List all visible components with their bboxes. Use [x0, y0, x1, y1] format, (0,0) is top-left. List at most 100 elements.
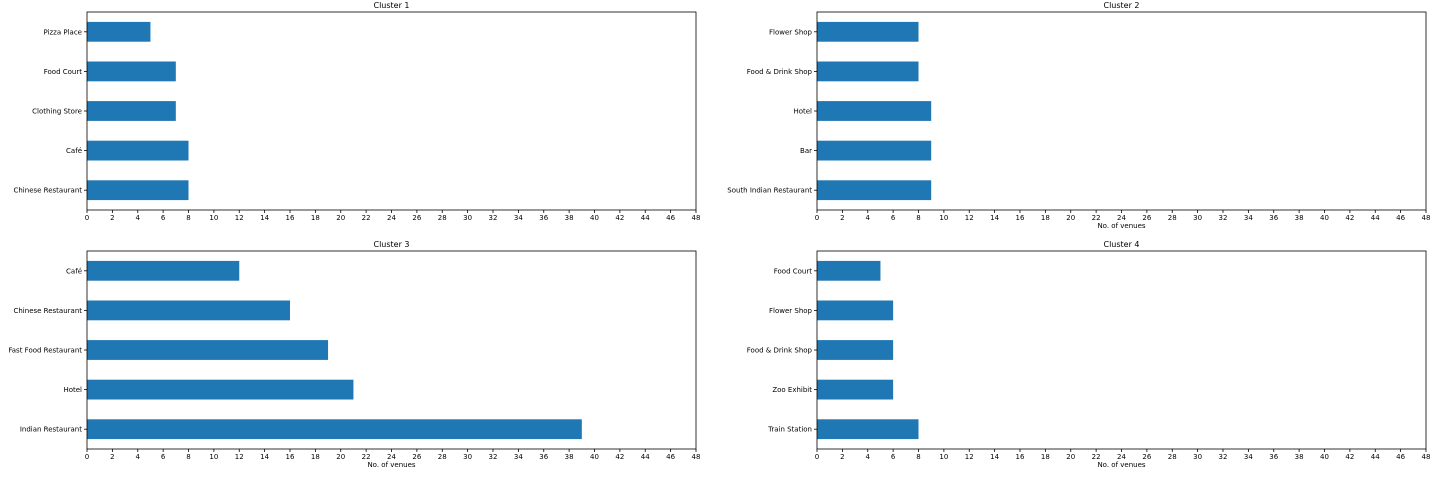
x-tick-label: 48	[692, 453, 701, 461]
y-tick-label: Food Court	[774, 267, 812, 275]
x-tick-label: 44	[641, 214, 650, 222]
y-tick-label: Chinese Restaurant	[13, 307, 82, 315]
x-tick-label: 16	[1016, 453, 1025, 461]
bar	[87, 101, 176, 121]
x-tick-label: 30	[463, 453, 472, 461]
y-tick-label: Café	[66, 147, 82, 155]
x-tick-label: 8	[186, 214, 190, 222]
x-tick-label: 46	[666, 214, 675, 222]
x-tick-label: 36	[539, 214, 548, 222]
x-tick-label: 32	[489, 214, 498, 222]
x-tick-label: 22	[1092, 453, 1101, 461]
y-tick-label: Clothing Store	[32, 108, 82, 116]
x-tick-label: 0	[85, 453, 89, 461]
x-tick-label: 10	[209, 214, 218, 222]
x-tick-label: 6	[161, 453, 166, 461]
x-tick-label: 12	[965, 214, 974, 222]
x-tick-label: 28	[438, 453, 447, 461]
x-tick-label: 32	[1219, 214, 1228, 222]
bar	[817, 101, 932, 121]
bar	[817, 419, 919, 440]
x-tick-label: 42	[615, 214, 624, 222]
x-tick-label: 26	[1142, 214, 1151, 222]
x-tick-label: 34	[514, 453, 523, 461]
x-tick-label: 22	[362, 453, 371, 461]
x-tick-label: 20	[336, 453, 345, 461]
x-tick-label: 18	[311, 453, 320, 461]
x-tick-label: 4	[136, 453, 141, 461]
x-tick-label: 32	[489, 453, 498, 461]
x-tick-label: 34	[1244, 214, 1253, 222]
x-tick-label: 10	[939, 214, 948, 222]
chart-title: Cluster 3	[373, 240, 409, 249]
x-tick-label: 22	[1092, 214, 1101, 222]
y-tick-label: Flower Shop	[769, 28, 813, 36]
x-tick-label: 12	[235, 453, 244, 461]
x-tick-label: 28	[1168, 453, 1177, 461]
x-tick-label: 34	[514, 214, 523, 222]
x-tick-label: 42	[615, 453, 624, 461]
x-tick-label: 6	[891, 453, 896, 461]
y-tick-label: Bar	[800, 147, 812, 155]
x-tick-label: 14	[260, 214, 269, 222]
x-tick-label: 28	[438, 214, 447, 222]
x-tick-label: 24	[387, 214, 396, 222]
x-tick-label: 44	[1371, 453, 1380, 461]
bar	[87, 340, 329, 360]
x-tick-label: 34	[1244, 453, 1253, 461]
x-tick-label: 48	[692, 214, 701, 222]
x-tick-label: 16	[286, 453, 295, 461]
bar	[817, 61, 919, 82]
x-tick-label: 20	[1066, 453, 1075, 461]
y-tick-label: Fast Food Restaurant	[8, 347, 82, 355]
x-tick-label: 0	[85, 214, 89, 222]
x-tick-label: 38	[565, 214, 574, 222]
x-tick-label: 26	[412, 453, 421, 461]
x-tick-label: 26	[412, 214, 421, 222]
x-tick-label: 18	[1041, 453, 1050, 461]
x-tick-label: 8	[916, 214, 920, 222]
x-tick-label: 44	[641, 453, 650, 461]
x-tick-label: 18	[1041, 214, 1050, 222]
chart-panel-1: Pizza Place Food Court Clothing Store Café C…	[13, 1, 700, 222]
x-tick-label: 10	[939, 453, 948, 461]
x-tick-label: 10	[209, 453, 218, 461]
bar	[817, 180, 932, 201]
x-tick-label: 24	[1117, 214, 1126, 222]
x-tick-label: 40	[1320, 214, 1329, 222]
x-tick-label: 40	[590, 214, 599, 222]
x-tick-label: 36	[1269, 214, 1278, 222]
x-tick-label: 6	[161, 214, 166, 222]
bar	[817, 379, 894, 400]
bar	[87, 419, 582, 440]
x-tick-label: 14	[990, 214, 999, 222]
x-axis-label: No. of venues	[1097, 222, 1145, 230]
x-tick-label: 28	[1168, 214, 1177, 222]
x-tick-label: 40	[590, 453, 599, 461]
bar	[87, 260, 240, 281]
y-tick-label: Food & Drink Shop	[747, 68, 813, 76]
x-tick-label: 46	[1396, 453, 1405, 461]
x-tick-label: 38	[1295, 453, 1304, 461]
x-tick-label: 8	[916, 453, 920, 461]
x-tick-label: 18	[311, 214, 320, 222]
x-tick-label: 32	[1219, 453, 1228, 461]
x-tick-label: 42	[1345, 214, 1354, 222]
y-tick-label: South Indian Restaurant	[727, 187, 812, 195]
y-tick-label: Café	[66, 267, 82, 275]
bar	[817, 300, 894, 321]
x-tick-label: 0	[815, 214, 819, 222]
x-tick-label: 24	[387, 453, 396, 461]
x-tick-label: 12	[965, 453, 974, 461]
bar	[817, 21, 919, 42]
x-tick-label: 22	[362, 214, 371, 222]
bar	[87, 140, 189, 161]
chart-panel-4: Food Court Flower Shop Food & Drink Shop Zo…	[747, 240, 1431, 469]
x-tick-label: 14	[990, 453, 999, 461]
x-tick-label: 46	[1396, 214, 1405, 222]
bar	[817, 340, 894, 360]
bar	[87, 21, 151, 42]
x-tick-label: 12	[235, 214, 244, 222]
